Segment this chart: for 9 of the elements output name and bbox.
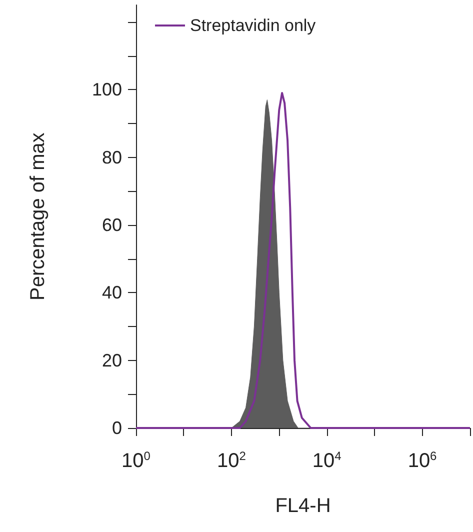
legend-label: Streptavidin only bbox=[190, 16, 316, 35]
y-axis-title: Percentage of max bbox=[27, 132, 49, 300]
y-tick-label: 60 bbox=[102, 214, 122, 235]
x-axis-title: FL4-H bbox=[275, 495, 331, 517]
y-tick-label: 0 bbox=[112, 418, 122, 438]
y-tick-label: 20 bbox=[102, 350, 122, 370]
y-tick-label: 80 bbox=[102, 147, 122, 168]
y-tick-label: 100 bbox=[92, 80, 122, 100]
y-tick-label: 40 bbox=[102, 282, 122, 303]
